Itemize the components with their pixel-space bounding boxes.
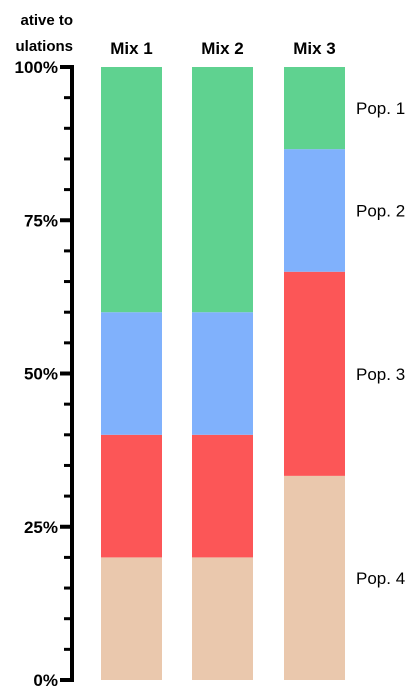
- bar-segment-3-3: [284, 149, 345, 272]
- bar-segment-1-4: [101, 67, 162, 313]
- bar-segment-1-2: [101, 434, 162, 558]
- y-axis-title-line-2: ulations: [15, 38, 73, 55]
- bar-segment-2-3: [192, 312, 253, 435]
- y-axis: 0% 25% 50% 75% 100%: [15, 58, 74, 687]
- series-label-2: Pop. 3: [356, 365, 405, 384]
- y-tick-label-3: 50%: [24, 365, 58, 384]
- bar-segment-1-1: [101, 557, 162, 680]
- bar-segment-2-2: [192, 434, 253, 558]
- series-label-3: Pop. 2: [356, 201, 405, 220]
- y-axis-title-line-1: ative to: [20, 12, 73, 29]
- bar-segment-1-3: [101, 312, 162, 435]
- y-tick-label-4: 75%: [24, 211, 58, 230]
- y-tick-label-5: 100%: [15, 58, 58, 77]
- series-label-4: Pop. 1: [356, 99, 405, 118]
- y-tick-label-1: 0%: [33, 671, 58, 687]
- y-tick-label-2: 25%: [24, 518, 58, 537]
- bar-segment-3-4: [284, 67, 345, 150]
- category-label-3: Mix 3: [293, 39, 336, 58]
- y-axis-title: ative to ulations: [15, 12, 73, 55]
- bar-segment-2-1: [192, 557, 253, 680]
- bar-segment-2-4: [192, 67, 253, 313]
- category-labels: Mix 1 Mix 2 Mix 3: [110, 39, 336, 58]
- bar-segment-3-1: [284, 475, 345, 680]
- series-labels: Pop. 4 Pop. 3 Pop. 2 Pop. 1: [356, 99, 405, 588]
- bars: [101, 67, 345, 680]
- category-label-2: Mix 2: [201, 39, 244, 58]
- category-label-1: Mix 1: [110, 39, 153, 58]
- bar-segment-3-2: [284, 271, 345, 476]
- series-label-1: Pop. 4: [356, 569, 405, 588]
